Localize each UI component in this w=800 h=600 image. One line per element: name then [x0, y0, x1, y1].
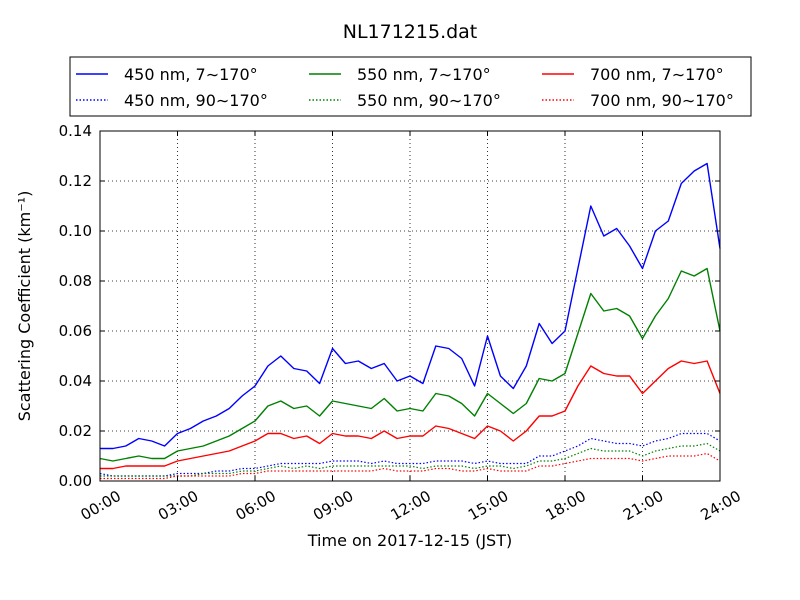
y-tick-label: 0.10 [59, 222, 92, 240]
series-line-1 [99, 267, 721, 462]
y-tick-label: 0.06 [59, 322, 92, 340]
y-tick-label: 0.00 [59, 472, 92, 490]
series-line-4 [100, 442, 721, 477]
gridlines [100, 131, 720, 481]
legend-label-2: 700 nm, 7∼170° [590, 65, 724, 84]
legend-box [69, 56, 752, 117]
series-layer [99, 162, 721, 480]
y-tick-label: 0.12 [59, 172, 92, 190]
chart-title: NL171215.dat [343, 21, 478, 43]
y-tick-label: 0.04 [59, 372, 92, 390]
legend: 450 nm, 7∼170° 550 nm, 7∼170° 700 nm, 7∼17… [69, 56, 752, 117]
series-line-0 [100, 162, 721, 450]
series-line-3 [99, 432, 721, 477]
legend-label-1: 550 nm, 7∼170° [357, 65, 491, 84]
series-line-2 [100, 360, 721, 470]
legend-label-5: 700 nm, 90∼170° [590, 91, 734, 110]
y-tick-label: 0.02 [59, 422, 92, 440]
y-tick-label: 0.08 [59, 272, 92, 290]
legend-label-0: 450 nm, 7∼170° [124, 65, 258, 84]
x-axis-label: Time on 2017-12-15 (JST) [307, 531, 512, 550]
legend-label-4: 550 nm, 90∼170° [357, 91, 501, 110]
y-axis-label: Scattering Coefficient (km⁻¹) [15, 191, 34, 422]
y-tick-label: 0.14 [59, 122, 92, 140]
legend-label-3: 450 nm, 90∼170° [124, 91, 268, 110]
